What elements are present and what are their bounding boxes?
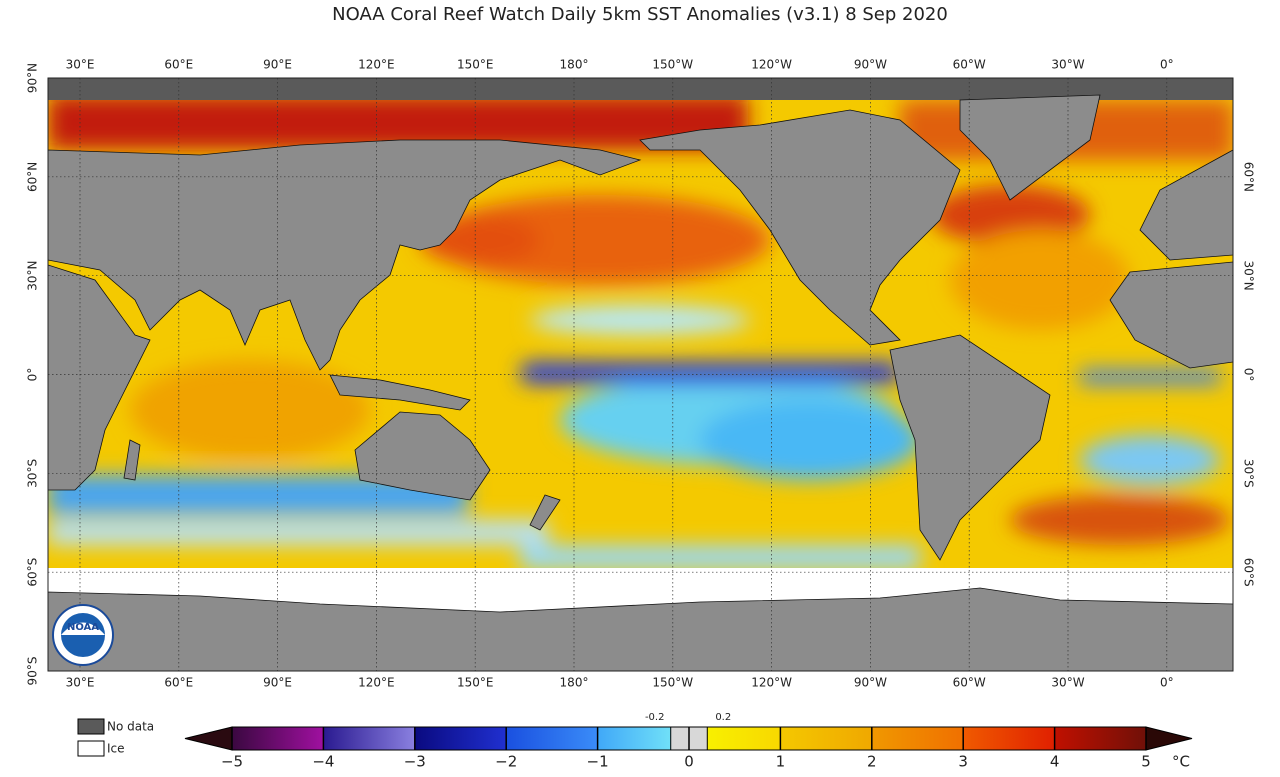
lon-label-bottom: 120°W (751, 676, 792, 690)
colorbar-segment (597, 727, 671, 750)
lat-label-right: 60°S (1242, 558, 1256, 587)
lon-label-top: 30°E (66, 58, 95, 72)
lon-label-bottom: 0° (1160, 676, 1174, 690)
colorbar-tick-label: −4 (312, 753, 334, 771)
lon-label-top: 90°E (263, 58, 292, 72)
colorbar-tick-label: −2 (495, 753, 517, 771)
africa-west (1109, 261, 1233, 369)
eurasia (48, 139, 642, 371)
colorbar-low-extend (184, 726, 233, 751)
lon-label-top: 120°E (358, 58, 395, 72)
lat-label-left: 30°N (26, 261, 40, 291)
colorbar-segment (871, 727, 964, 750)
lat-label-left: 30°S (26, 459, 40, 488)
anomaly-field (48, 95, 1233, 570)
lon-label-top: 60°E (164, 58, 193, 72)
noaa-logo: NOAA (52, 604, 114, 666)
map-frame (47, 77, 1234, 672)
lon-label-bottom: 30°E (66, 676, 95, 690)
lon-label-top: 120°W (751, 58, 792, 72)
colorbar-tick-label: 0 (684, 753, 694, 771)
colorbar-minor-label: 0.2 (715, 712, 731, 723)
colorbar-tick-label: 2 (867, 753, 877, 771)
lon-label-bottom: 150°W (652, 676, 693, 690)
lat-label-right: 30°N (1242, 261, 1256, 291)
colorbar-segment (414, 727, 507, 750)
africa-east (48, 264, 151, 491)
lon-label-bottom: 90°W (854, 676, 887, 690)
lon-label-top: 180° (560, 58, 589, 72)
colorbar-segment (232, 727, 324, 750)
lon-label-top: 30°W (1051, 58, 1084, 72)
colorbar-tick-label: −5 (221, 753, 243, 771)
colorbar-segment (780, 727, 872, 750)
lon-label-top: 0° (1160, 58, 1174, 72)
colorbar-unit: °C (1172, 753, 1190, 771)
lon-label-bottom: 150°E (457, 676, 494, 690)
madagascar (123, 439, 141, 481)
lat-label-left: 60°S (26, 558, 40, 587)
lat-label-left: 90°S (26, 657, 40, 686)
no-data-label: No data (107, 720, 154, 734)
lat-label-right: 0° (1242, 368, 1256, 382)
colorbar-tick-label: −3 (404, 753, 426, 771)
no-data-swatch (77, 718, 105, 735)
lon-label-bottom: 90°E (263, 676, 292, 690)
north-america (639, 109, 961, 346)
colorbar-segment (707, 727, 781, 750)
lon-label-bottom: 30°W (1051, 676, 1084, 690)
new-zealand (529, 494, 561, 531)
lat-label-left: 60°N (26, 162, 40, 192)
lon-label-bottom: 180° (560, 676, 589, 690)
europe (1139, 149, 1233, 261)
map-area (48, 78, 1233, 671)
colorbar-tick-label: 1 (776, 753, 786, 771)
colorbar-segment (506, 727, 598, 750)
colorbar-tick-label: 5 (1141, 753, 1151, 771)
colorbar-minor-label: -0.2 (645, 712, 665, 723)
colorbar: −5 −4 −3 −2 −1 0 1 2 3 4 5 -0.2 0.2 °C (184, 712, 1193, 771)
colorbar-tick-label: 4 (1050, 753, 1060, 771)
lon-label-bottom: 60°E (164, 676, 193, 690)
lat-label-left: 90°N (26, 63, 40, 93)
no-data-arctic (48, 78, 1233, 100)
logo-text: NOAA (67, 622, 99, 633)
ice-swatch (77, 740, 105, 757)
title: NOAA Coral Reef Watch Daily 5km SST Anom… (332, 4, 948, 25)
lon-label-top: 90°W (854, 58, 887, 72)
south-america (889, 334, 1051, 561)
colorbar-segment (963, 727, 1055, 750)
lat-label-right: 30°S (1242, 459, 1256, 488)
colorbar-segment (323, 727, 415, 750)
colorbar-segment (1054, 727, 1146, 750)
greenland (959, 94, 1101, 201)
colorbar-tick-label: 3 (958, 753, 968, 771)
lon-label-top: 150°W (652, 58, 693, 72)
lon-label-top: 150°E (457, 58, 494, 72)
lon-label-bottom: 60°W (953, 676, 986, 690)
ice-label: Ice (107, 742, 125, 756)
lon-label-top: 60°W (953, 58, 986, 72)
lon-label-bottom: 120°E (358, 676, 395, 690)
graticule (48, 78, 1233, 671)
lat-label-left: 0° (26, 368, 40, 382)
antarctica (48, 587, 1233, 671)
lat-label-right: 60°N (1242, 162, 1256, 192)
colorbar-tick-label: −1 (587, 753, 609, 771)
indonesia (329, 374, 471, 411)
colorbar-high-extend (1145, 726, 1193, 751)
